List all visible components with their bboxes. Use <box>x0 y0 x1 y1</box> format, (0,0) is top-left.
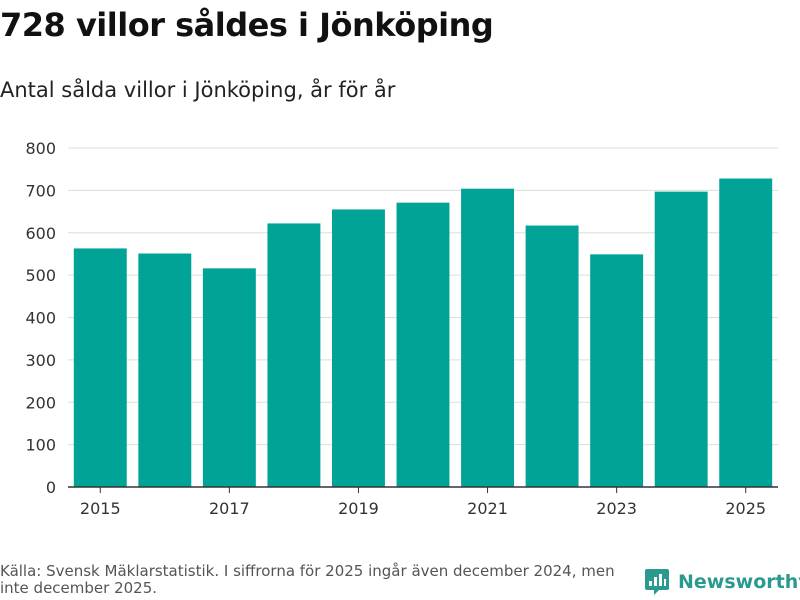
y-tick-label-200: 200 <box>25 393 56 412</box>
y-tick-label-0: 0 <box>46 478 56 497</box>
x-tick-label-2023: 2023 <box>596 499 637 518</box>
brand-name: Newsworthy <box>678 571 800 593</box>
x-tick-label-2015: 2015 <box>80 499 121 518</box>
bar-2017 <box>202 268 256 487</box>
brand-logo: Newsworthy <box>644 568 800 596</box>
bar-2023 <box>590 254 644 487</box>
bars <box>73 178 773 488</box>
bar-2020 <box>396 202 450 487</box>
bar-chart: 0 100 200 300 400 500 600 700 800 2015 2017 2019 202… <box>25 139 778 518</box>
y-tick-label-300: 300 <box>25 351 56 370</box>
bar-2022 <box>525 225 579 487</box>
x-tick-label-2025: 2025 <box>725 499 766 518</box>
bar-2015 <box>73 248 127 487</box>
y-tick-label-500: 500 <box>25 266 56 285</box>
y-tick-label-100: 100 <box>25 436 56 455</box>
bar-2019 <box>331 209 385 487</box>
x-tick-label-2021: 2021 <box>467 499 508 518</box>
chart-title: 728 villor såldes i Jönköping <box>0 6 494 44</box>
newsworthy-logo-icon <box>645 569 669 595</box>
x-tick-label-2019: 2019 <box>338 499 379 518</box>
y-tick-label-700: 700 <box>25 181 56 200</box>
y-tick-label-400: 400 <box>25 309 56 328</box>
y-tick-label-600: 600 <box>25 224 56 243</box>
x-tick-label-2017: 2017 <box>209 499 250 518</box>
y-tick-label-800: 800 <box>25 139 56 158</box>
bar-2018 <box>267 223 321 487</box>
bar-2016 <box>138 253 192 487</box>
bar-2024 <box>654 191 708 488</box>
chart-subtitle: Antal sålda villor i Jönköping, år för å… <box>0 78 396 102</box>
bar-2021 <box>461 188 515 487</box>
source-note: Källa: Svensk Mäklarstatistik. I siffror… <box>0 562 615 597</box>
bar-2025 <box>719 178 773 487</box>
axes: 0 100 200 300 400 500 600 700 800 2015 2017 2019 202… <box>25 139 778 518</box>
